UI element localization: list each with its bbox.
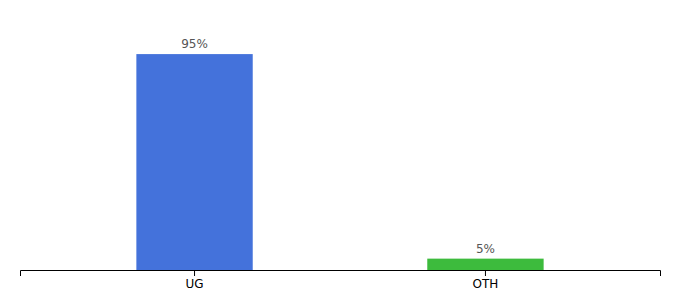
data-label: 5% <box>476 242 495 256</box>
x-tick: OTH <box>473 270 499 291</box>
data-labels: 95% 5% <box>181 37 495 256</box>
x-tick-label: UG <box>185 277 203 291</box>
x-axis-line <box>21 271 661 277</box>
chart: UG OTH 95% 5% <box>0 0 680 300</box>
bar <box>136 54 252 270</box>
x-tick-mark <box>485 270 486 276</box>
x-tick: UG <box>185 270 203 291</box>
bars <box>136 54 543 270</box>
plot: UG OTH 95% 5% <box>21 37 661 290</box>
x-tick-label: OTH <box>473 277 499 291</box>
bar <box>427 259 543 270</box>
x-axis: UG OTH <box>21 270 661 291</box>
x-tick-mark <box>194 270 195 276</box>
data-label: 95% <box>181 37 208 51</box>
